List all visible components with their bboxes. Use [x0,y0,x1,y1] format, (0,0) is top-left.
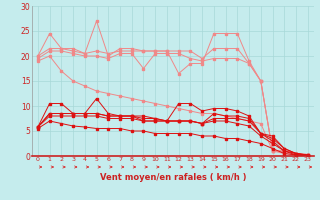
X-axis label: Vent moyen/en rafales ( km/h ): Vent moyen/en rafales ( km/h ) [100,174,246,182]
